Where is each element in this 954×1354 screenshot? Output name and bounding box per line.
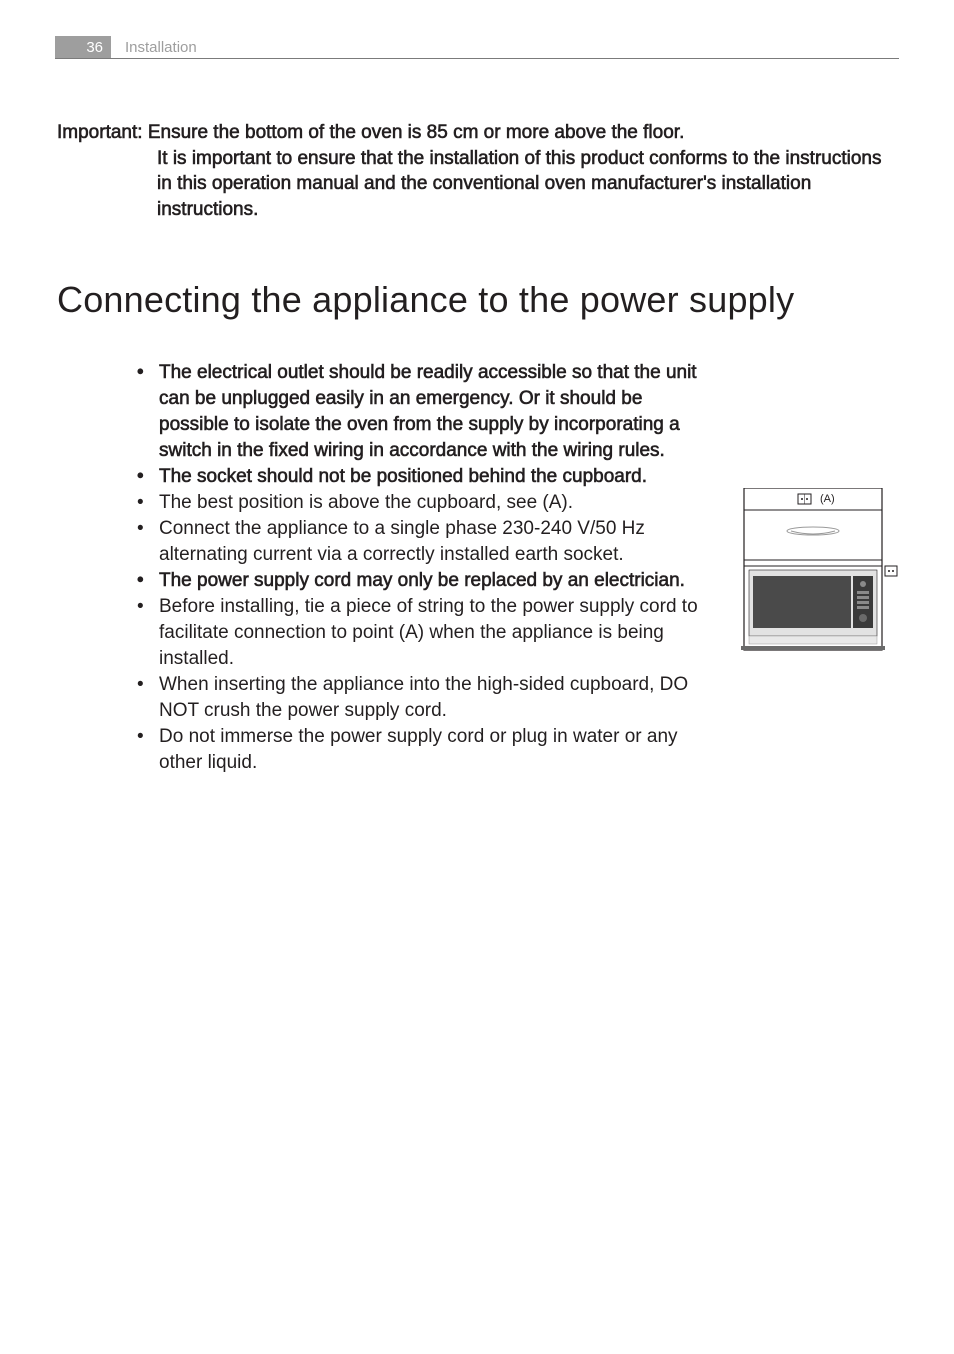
important-line2: It is important to ensure that the insta…	[57, 146, 884, 223]
main-heading: Connecting the appliance to the power su…	[57, 279, 794, 321]
important-label: Important:	[57, 122, 143, 143]
bullet-list: The electrical outlet should be readily …	[57, 360, 715, 776]
bullet-item: Do not immerse the power supply cord or …	[137, 724, 715, 776]
svg-text:(A): (A)	[820, 493, 835, 505]
bullet-item: The power supply cord may only be replac…	[137, 568, 715, 594]
bullet-item: Connect the appliance to a single phase …	[137, 516, 715, 568]
important-line1: Ensure the bottom of the oven is 85 cm o…	[148, 122, 685, 143]
important-note: Important: Ensure the bottom of the oven…	[57, 120, 884, 223]
bullet-item: The socket should not be positioned behi…	[137, 464, 715, 490]
installation-diagram: (A)	[735, 488, 899, 654]
bullet-item: When inserting the appliance into the hi…	[137, 672, 715, 724]
page-number-box: 36	[55, 36, 111, 58]
bullet-item: Before installing, tie a piece of string…	[137, 594, 715, 672]
bullet-item: The electrical outlet should be readily …	[137, 360, 715, 464]
content-row: The electrical outlet should be readily …	[57, 360, 899, 776]
page-header: 36 Installation	[55, 36, 899, 59]
page-number: 36	[86, 39, 103, 56]
bullet-item: The best position is above the cupboard,…	[137, 490, 715, 516]
header-section-title: Installation	[125, 39, 197, 56]
